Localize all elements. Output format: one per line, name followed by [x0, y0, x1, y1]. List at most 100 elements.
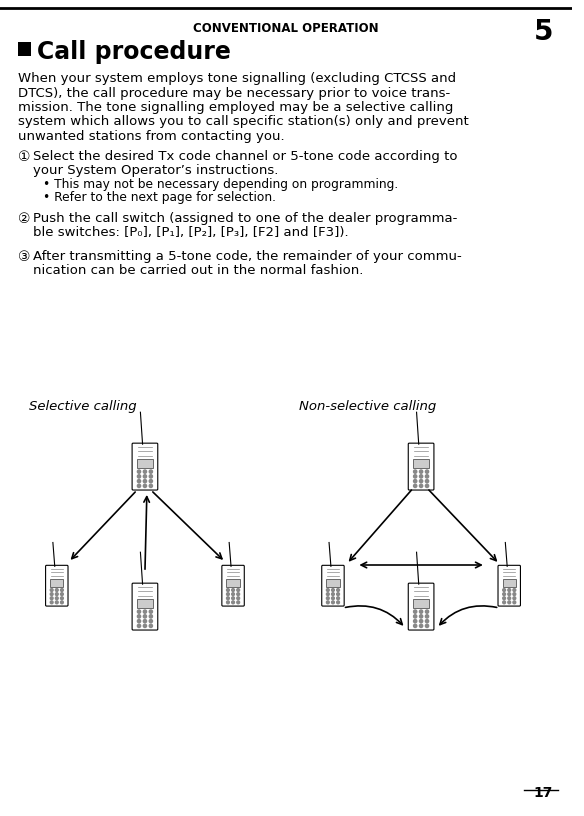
Circle shape [143, 610, 147, 614]
Circle shape [150, 480, 152, 483]
FancyBboxPatch shape [46, 565, 68, 606]
FancyBboxPatch shape [222, 565, 244, 606]
Circle shape [508, 596, 510, 600]
Circle shape [61, 596, 63, 600]
Circle shape [137, 480, 141, 483]
Circle shape [337, 601, 339, 604]
FancyBboxPatch shape [498, 565, 520, 606]
Circle shape [425, 484, 429, 487]
Circle shape [55, 596, 58, 600]
Circle shape [337, 596, 339, 600]
Circle shape [137, 470, 141, 473]
Circle shape [50, 588, 53, 592]
Text: • Refer to the next page for selection.: • Refer to the next page for selection. [43, 191, 276, 204]
Circle shape [137, 475, 141, 478]
Circle shape [413, 480, 417, 483]
Circle shape [425, 610, 429, 614]
Bar [326, 579, 340, 588]
Circle shape [227, 596, 230, 600]
Circle shape [332, 592, 335, 596]
Text: your System Operator’s instructions.: your System Operator’s instructions. [33, 164, 279, 177]
Circle shape [61, 588, 63, 592]
Circle shape [425, 470, 429, 473]
Circle shape [332, 596, 335, 600]
Circle shape [413, 624, 417, 628]
Circle shape [150, 619, 152, 623]
Text: ①: ① [18, 150, 30, 164]
Circle shape [337, 592, 339, 596]
Circle shape [419, 619, 423, 623]
Circle shape [419, 624, 423, 628]
Text: • This may not be necessary depending on programming.: • This may not be necessary depending on… [43, 178, 398, 191]
Circle shape [425, 480, 429, 483]
Circle shape [55, 588, 58, 592]
Circle shape [137, 614, 141, 618]
FancyBboxPatch shape [408, 443, 434, 490]
Circle shape [332, 601, 335, 604]
Circle shape [55, 601, 58, 604]
Text: Selective calling: Selective calling [29, 400, 137, 413]
Circle shape [50, 601, 53, 604]
Text: mission. The tone signalling employed may be a selective calling: mission. The tone signalling employed ma… [18, 101, 453, 114]
Bar [413, 459, 429, 468]
Circle shape [337, 588, 339, 592]
Circle shape [237, 592, 239, 596]
Circle shape [419, 610, 423, 614]
Text: When your system employs tone signalling (excluding CTCSS and: When your system employs tone signalling… [18, 72, 456, 85]
Circle shape [237, 596, 239, 600]
Circle shape [425, 619, 429, 623]
Circle shape [413, 610, 417, 614]
Circle shape [508, 592, 510, 596]
Circle shape [143, 470, 147, 473]
Bar [413, 599, 429, 609]
Bar [503, 579, 516, 588]
FancyBboxPatch shape [132, 443, 158, 490]
Circle shape [143, 480, 147, 483]
Circle shape [326, 592, 329, 596]
Circle shape [413, 475, 417, 478]
Circle shape [143, 619, 147, 623]
Circle shape [150, 624, 152, 628]
Circle shape [50, 596, 53, 600]
Circle shape [508, 601, 510, 604]
Circle shape [137, 484, 141, 487]
Circle shape [413, 614, 417, 618]
Circle shape [137, 624, 141, 628]
FancyBboxPatch shape [408, 583, 434, 630]
Circle shape [150, 484, 152, 487]
Text: system which allows you to call specific station(s) only and prevent: system which allows you to call specific… [18, 116, 468, 128]
Bar [227, 579, 239, 588]
Circle shape [503, 596, 506, 600]
Text: Push the call switch (assigned to one of the dealer programma-: Push the call switch (assigned to one of… [33, 212, 458, 225]
Circle shape [227, 592, 230, 596]
Circle shape [513, 596, 516, 600]
Circle shape [232, 592, 234, 596]
Circle shape [513, 601, 516, 604]
Circle shape [137, 619, 141, 623]
Text: unwanted stations from contacting you.: unwanted stations from contacting you. [18, 130, 284, 143]
Circle shape [143, 614, 147, 618]
Circle shape [425, 475, 429, 478]
Circle shape [419, 484, 423, 487]
Circle shape [503, 588, 506, 592]
Text: Non-selective calling: Non-selective calling [298, 400, 436, 413]
Circle shape [150, 470, 152, 473]
Text: ble switches: [P₀], [P₁], [P₂], [P₃], [F2] and [F3]).: ble switches: [P₀], [P₁], [P₂], [P₃], [F… [33, 226, 349, 239]
Circle shape [143, 484, 147, 487]
Circle shape [55, 592, 58, 596]
Circle shape [419, 480, 423, 483]
Circle shape [232, 588, 234, 592]
Circle shape [150, 610, 152, 614]
Circle shape [227, 601, 230, 604]
Circle shape [413, 484, 417, 487]
Circle shape [326, 596, 329, 600]
Circle shape [137, 610, 141, 614]
Circle shape [61, 592, 63, 596]
Circle shape [513, 588, 516, 592]
Text: ③: ③ [18, 250, 30, 264]
Circle shape [503, 592, 506, 596]
Bar [137, 599, 152, 609]
Circle shape [232, 596, 234, 600]
Circle shape [143, 624, 147, 628]
Circle shape [150, 475, 152, 478]
